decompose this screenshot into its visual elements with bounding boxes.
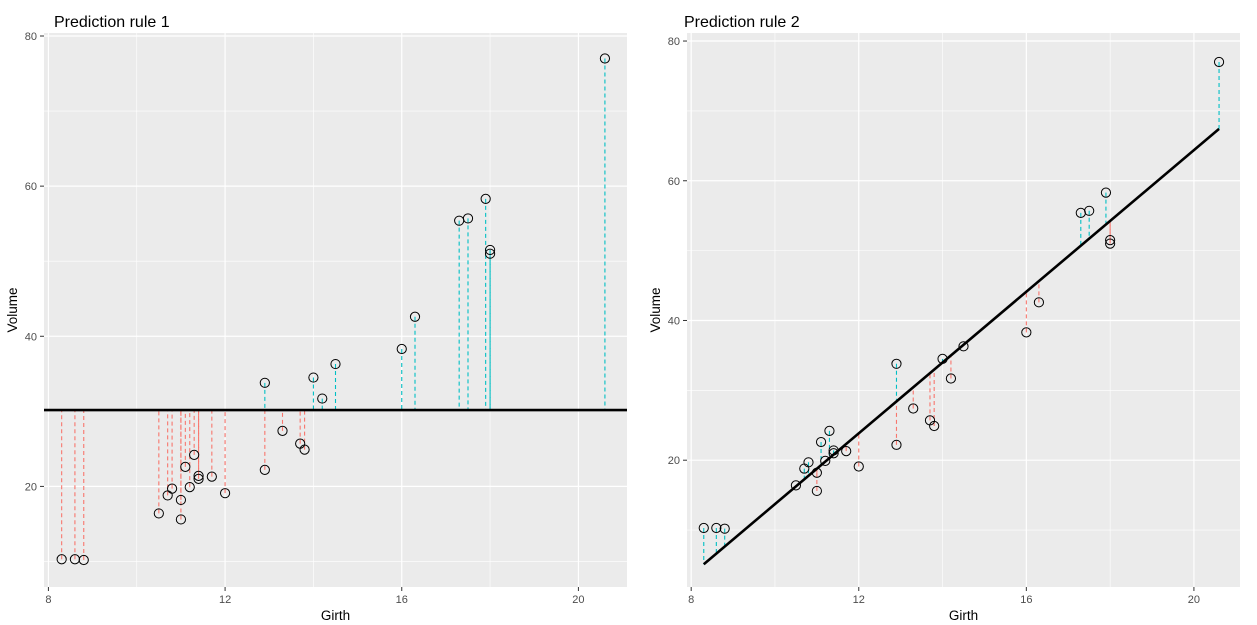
- y-tick-label: 20: [25, 481, 37, 493]
- data-point: [929, 420, 940, 432]
- data-point: [153, 508, 164, 519]
- data-point: [193, 473, 204, 485]
- y-tick-label: 60: [25, 181, 37, 193]
- data-point: [891, 439, 902, 450]
- data-point: [1105, 238, 1116, 249]
- data-point: [308, 372, 319, 383]
- axis-ticks: 8 12 16 20 20 40 60 80: [668, 36, 1200, 606]
- x-tick-label: 16: [396, 594, 408, 606]
- data-point: [480, 193, 491, 204]
- y-tick-label: 60: [668, 176, 680, 188]
- data-points: [56, 53, 611, 566]
- data-point: [820, 455, 831, 467]
- x-tick-label: 20: [572, 594, 584, 606]
- data-point: [1021, 327, 1032, 338]
- y-tick-label: 80: [668, 36, 680, 48]
- data-point: [219, 488, 231, 499]
- x-axis-title: Girth: [321, 608, 350, 623]
- data-point: [719, 523, 730, 534]
- data-point: [811, 467, 822, 478]
- data-point: [828, 448, 839, 459]
- residual-segments: [703, 61, 1220, 565]
- data-point: [1105, 235, 1116, 246]
- plot-background: [687, 33, 1240, 587]
- data-point: [790, 480, 802, 491]
- panel-title: Prediction rule 2: [684, 14, 800, 31]
- x-tick-label: 12: [219, 594, 231, 606]
- y-tick-label: 40: [25, 331, 37, 343]
- plot-background: [44, 33, 627, 587]
- prediction-line-segment: [702, 127, 1220, 566]
- data-point: [484, 248, 496, 259]
- data-point: [189, 449, 200, 460]
- data-point: [56, 554, 67, 565]
- data-point: [698, 522, 709, 534]
- prediction-line: [702, 127, 1220, 566]
- data-point: [853, 461, 864, 472]
- y-axis-title: Volume: [5, 287, 20, 332]
- y-tick-label: 40: [668, 315, 680, 327]
- data-point: [299, 444, 310, 455]
- data-point: [206, 471, 217, 482]
- data-point: [277, 425, 288, 436]
- data-point: [1033, 297, 1045, 308]
- data-point: [828, 445, 839, 456]
- y-tick-label: 20: [668, 455, 680, 467]
- x-tick-label: 16: [1020, 594, 1032, 606]
- data-point: [462, 213, 474, 224]
- x-tick-label: 12: [853, 594, 865, 606]
- data-point: [1084, 205, 1095, 216]
- x-tick-label: 20: [1188, 594, 1200, 606]
- gridlines: [44, 33, 627, 587]
- data-point: [317, 393, 328, 404]
- x-tick-label: 8: [45, 594, 51, 606]
- data-point: [711, 522, 722, 534]
- panel-title: Prediction rule 1: [54, 14, 170, 31]
- y-axis-title: Volume: [648, 287, 663, 332]
- data-point: [908, 403, 919, 414]
- axis-ticks: 8 12 16 20 20 40 60 80: [25, 31, 585, 606]
- data-point: [1213, 56, 1225, 68]
- data-point: [175, 514, 187, 525]
- data-point: [803, 457, 814, 468]
- data-point: [815, 436, 827, 448]
- data-point: [330, 358, 341, 370]
- data-point: [841, 446, 852, 457]
- data-point: [259, 464, 270, 475]
- data-points: [698, 56, 1225, 534]
- x-axis-title: Girth: [949, 608, 978, 623]
- data-point: [937, 353, 948, 365]
- data-point: [193, 470, 204, 481]
- data-point: [958, 341, 969, 352]
- y-tick-label: 80: [25, 31, 37, 43]
- residual-segments: [61, 58, 606, 560]
- data-point: [811, 485, 822, 497]
- data-point: [945, 373, 957, 384]
- data-point: [166, 483, 178, 494]
- data-point: [1100, 187, 1112, 198]
- data-point: [78, 554, 89, 566]
- x-tick-label: 8: [688, 594, 694, 606]
- data-point: [824, 425, 835, 436]
- data-point: [599, 53, 611, 64]
- data-point: [409, 311, 421, 322]
- data-point: [259, 377, 270, 388]
- data-point: [180, 461, 191, 472]
- data-point: [484, 244, 496, 256]
- data-point: [175, 494, 187, 506]
- data-point: [396, 343, 407, 355]
- data-point: [891, 358, 902, 369]
- data-point: [184, 482, 195, 493]
